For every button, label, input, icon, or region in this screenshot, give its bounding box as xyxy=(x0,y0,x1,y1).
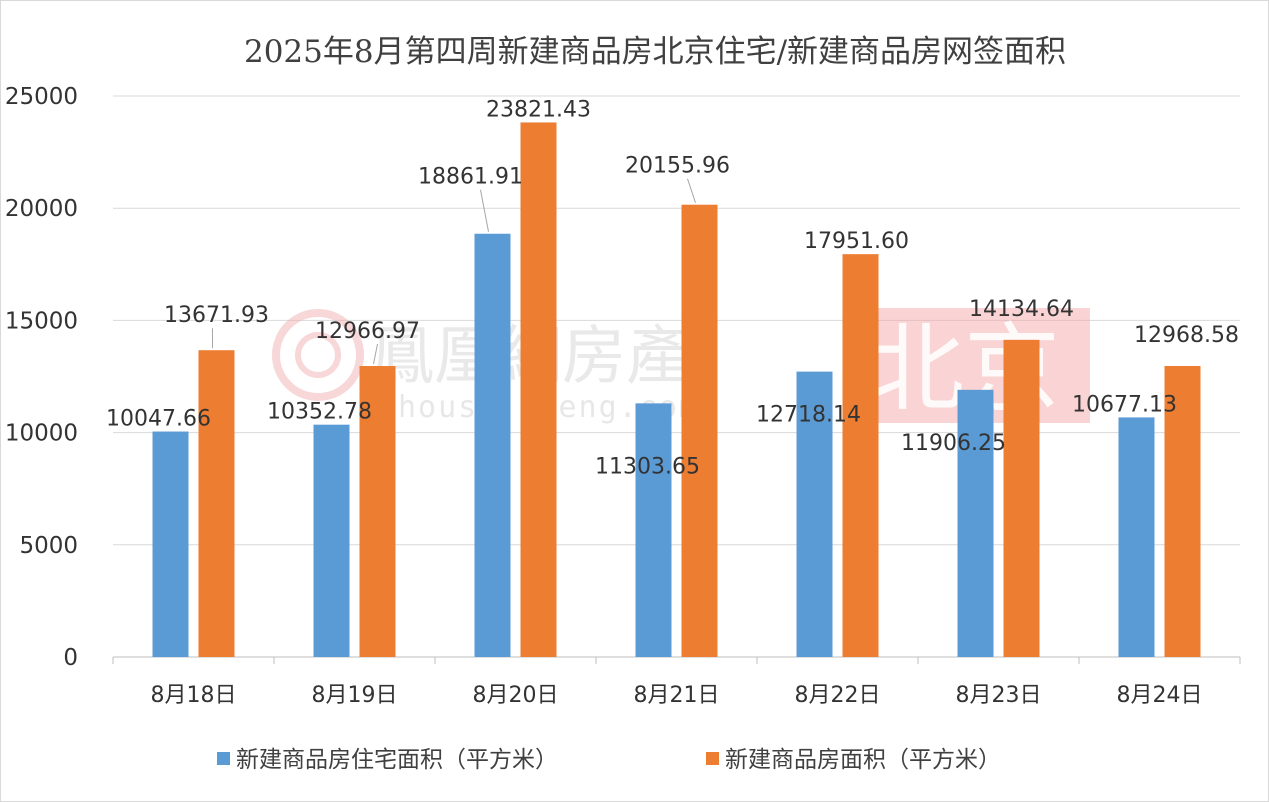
data-label-total: 20155.96 xyxy=(625,154,730,179)
x-tick-label: 8月19日 xyxy=(312,683,398,708)
bar-residential xyxy=(474,233,511,657)
watermark-logo-icon xyxy=(272,309,364,401)
leader-line xyxy=(480,189,489,232)
data-label-residential: 11303.65 xyxy=(595,454,700,479)
legend-swatch-residential xyxy=(217,752,230,765)
data-label-total: 23821.43 xyxy=(486,97,591,122)
x-tick-label: 8月23日 xyxy=(956,683,1042,708)
data-label-residential: 10352.78 xyxy=(267,400,372,425)
bar-residential xyxy=(635,403,672,657)
legend: 新建商品房住宅面积（平方米） 新建商品房面积（平方米） xyxy=(217,747,1001,773)
x-tick-label: 8月20日 xyxy=(473,683,559,708)
data-label-total: 13671.93 xyxy=(164,303,269,328)
legend-label-total: 新建商品房面积（平方米） xyxy=(725,747,1001,773)
bar-residential xyxy=(796,371,833,657)
y-tick-label: 10000 xyxy=(5,421,78,447)
bar-total xyxy=(842,254,879,658)
x-tick-label: 8月24日 xyxy=(1117,683,1203,708)
bar-total xyxy=(681,204,718,657)
bar-residential xyxy=(313,424,350,657)
y-tick-label: 0 xyxy=(63,645,78,671)
data-label-total: 12968.58 xyxy=(1134,323,1239,348)
bar-total xyxy=(359,366,396,657)
y-tick-label: 20000 xyxy=(5,196,78,222)
leader-line xyxy=(373,343,378,365)
legend-swatch-total xyxy=(706,752,719,765)
watermark-logo-inner-icon xyxy=(295,332,341,378)
data-label-total: 17951.60 xyxy=(804,229,909,254)
bar-residential xyxy=(1118,417,1155,657)
x-axis-ticks: 8月18日 8月19日 8月20日 8月21日 8月22日 8月23日 8月24日 xyxy=(151,683,1203,708)
x-tick-label: 8月18日 xyxy=(151,683,237,708)
bar-total xyxy=(198,350,235,657)
label-leader-lines xyxy=(212,178,696,365)
data-label-residential: 10677.13 xyxy=(1072,392,1177,417)
data-label-residential: 12718.14 xyxy=(756,403,861,428)
y-tick-label: 25000 xyxy=(5,84,78,110)
y-axis-ticks: 0 5000 10000 15000 20000 25000 xyxy=(5,84,78,671)
bar-total xyxy=(1164,365,1201,657)
x-tick-label: 8月22日 xyxy=(795,683,881,708)
bars xyxy=(152,122,1201,658)
y-tick-label: 5000 xyxy=(19,533,78,559)
gridlines xyxy=(112,95,1241,664)
data-labels: 10047.66 13671.93 10352.78 12966.97 18861.91… xyxy=(106,97,1239,479)
leader-line xyxy=(687,178,696,203)
data-label-residential: 18861.91 xyxy=(418,165,523,190)
bar-total xyxy=(520,122,557,657)
data-label-residential: 10047.66 xyxy=(106,407,211,432)
data-label-residential: 11906.25 xyxy=(901,431,1006,456)
chart-title: 2025年8月第四周新建商品房北京住宅/新建商品房网签面积 xyxy=(244,34,1066,70)
x-tick-label: 8月21日 xyxy=(634,683,720,708)
bar-residential xyxy=(152,431,189,657)
y-tick-label: 15000 xyxy=(5,308,78,334)
bar-total xyxy=(1003,339,1040,657)
bar-residential xyxy=(957,389,994,657)
data-label-total: 12966.97 xyxy=(315,319,420,344)
data-label-total: 14134.64 xyxy=(969,297,1074,322)
legend-label-residential: 新建商品房住宅面积（平方米） xyxy=(236,747,558,773)
